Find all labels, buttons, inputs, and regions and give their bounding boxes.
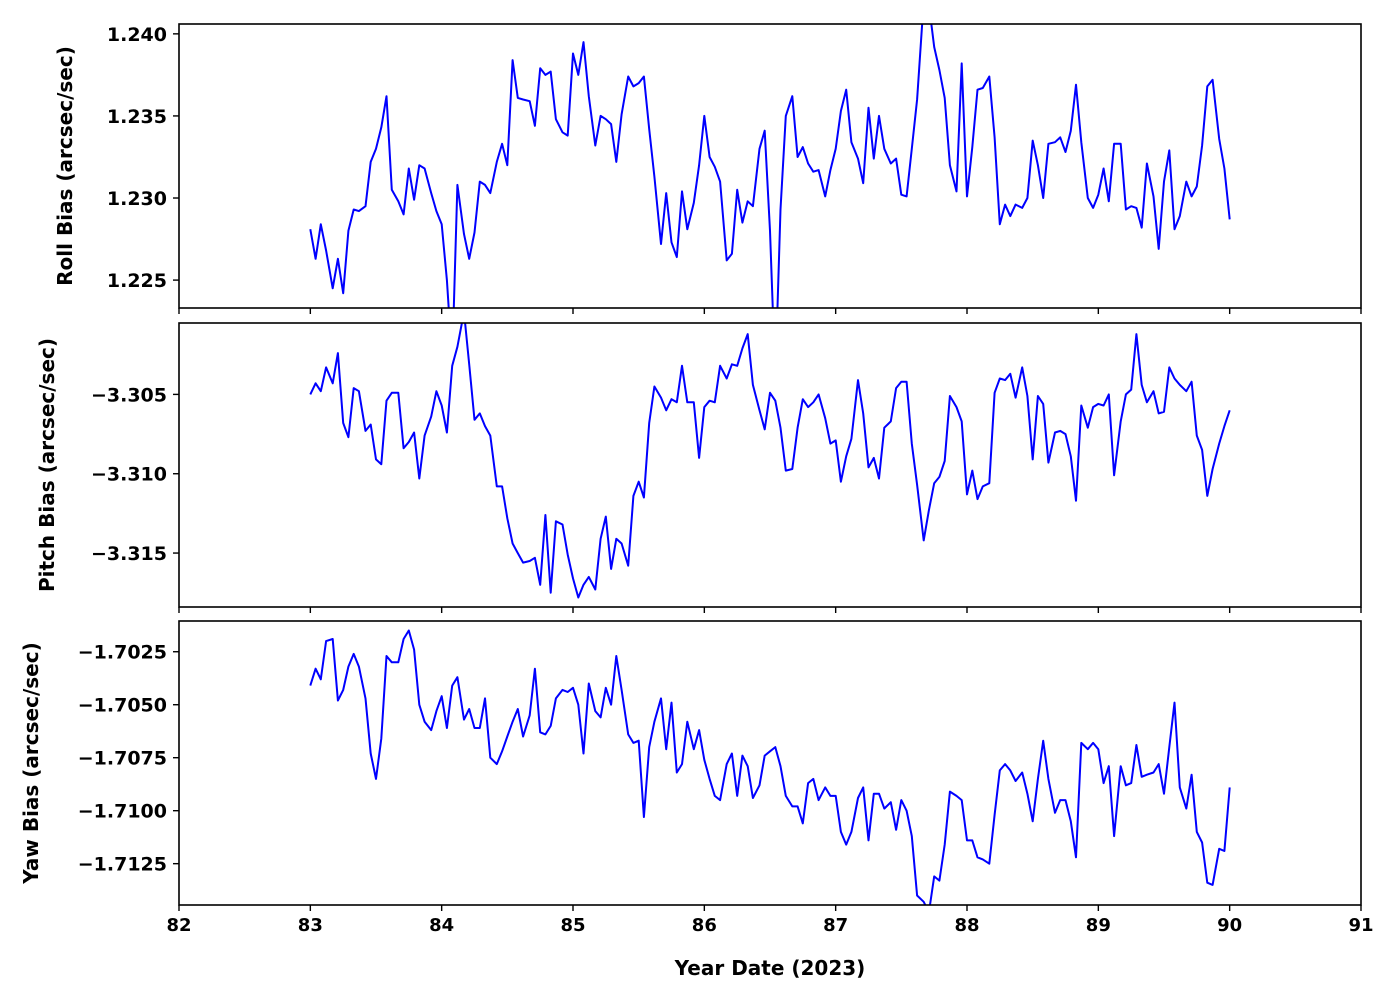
yaw-y-tick-label: −1.7075 <box>78 748 167 770</box>
pitch-y-tick-label: −3.315 <box>91 543 167 565</box>
pitch-y-tick-label: −3.305 <box>91 384 167 406</box>
yaw-y-tick-label: −1.7100 <box>78 801 167 823</box>
pitch-axes-frame <box>178 322 1362 608</box>
yaw-x-tick-label: 83 <box>298 915 323 936</box>
yaw-x-tick-label: 91 <box>1348 915 1373 936</box>
roll-y-tick-label: 1.225 <box>107 270 167 292</box>
yaw-x-tick-label: 86 <box>692 915 717 936</box>
yaw-panel: Yaw Bias (arcsec/sec) 82 83 84 85 86 87 88 89 90… <box>19 620 1374 936</box>
pitch-y-axis-label: Pitch Bias (arcsec/sec) <box>35 338 59 592</box>
yaw-series-line <box>309 629 1231 905</box>
yaw-x-tick-label: 89 <box>1086 915 1111 936</box>
yaw-y-axis-label: Yaw Bias (arcsec/sec) <box>19 642 43 885</box>
yaw-x-tick-label: 84 <box>429 915 454 936</box>
roll-y-tick-label: 1.230 <box>107 188 167 210</box>
pitch-panel: Pitch Bias (arcsec/sec) −3.315 −3.310 −3.3… <box>35 322 1362 613</box>
yaw-y-tick-label: −1.7050 <box>78 695 167 717</box>
yaw-y-tick-label: −1.7125 <box>78 854 167 876</box>
yaw-y-tick-label: −1.7025 <box>78 642 167 664</box>
roll-series-line <box>309 24 1231 308</box>
roll-y-tick-label: 1.235 <box>107 106 167 128</box>
roll-y-tick-label: 1.240 <box>107 24 167 46</box>
yaw-axes-frame <box>178 620 1362 906</box>
pitch-y-tick-label: −3.310 <box>91 464 167 486</box>
pitch-plot-area <box>309 323 1231 599</box>
x-axis-label: Year Date (2023) <box>674 956 866 980</box>
yaw-x-tick-label: 82 <box>166 915 191 936</box>
roll-panel: Roll Bias (arcsec/sec) 1.225 1.230 1.235 1.… <box>53 23 1362 314</box>
yaw-x-tick-label: 88 <box>954 915 979 936</box>
yaw-x-tick-label: 90 <box>1217 915 1242 936</box>
pitch-series-line <box>309 323 1231 599</box>
roll-y-axis-label: Roll Bias (arcsec/sec) <box>53 46 77 286</box>
roll-axes-frame <box>178 23 1362 309</box>
roll-plot-area <box>309 24 1231 308</box>
yaw-x-tick-label: 85 <box>560 915 585 936</box>
yaw-plot-area <box>309 629 1231 905</box>
yaw-x-tick-label: 87 <box>823 915 848 936</box>
